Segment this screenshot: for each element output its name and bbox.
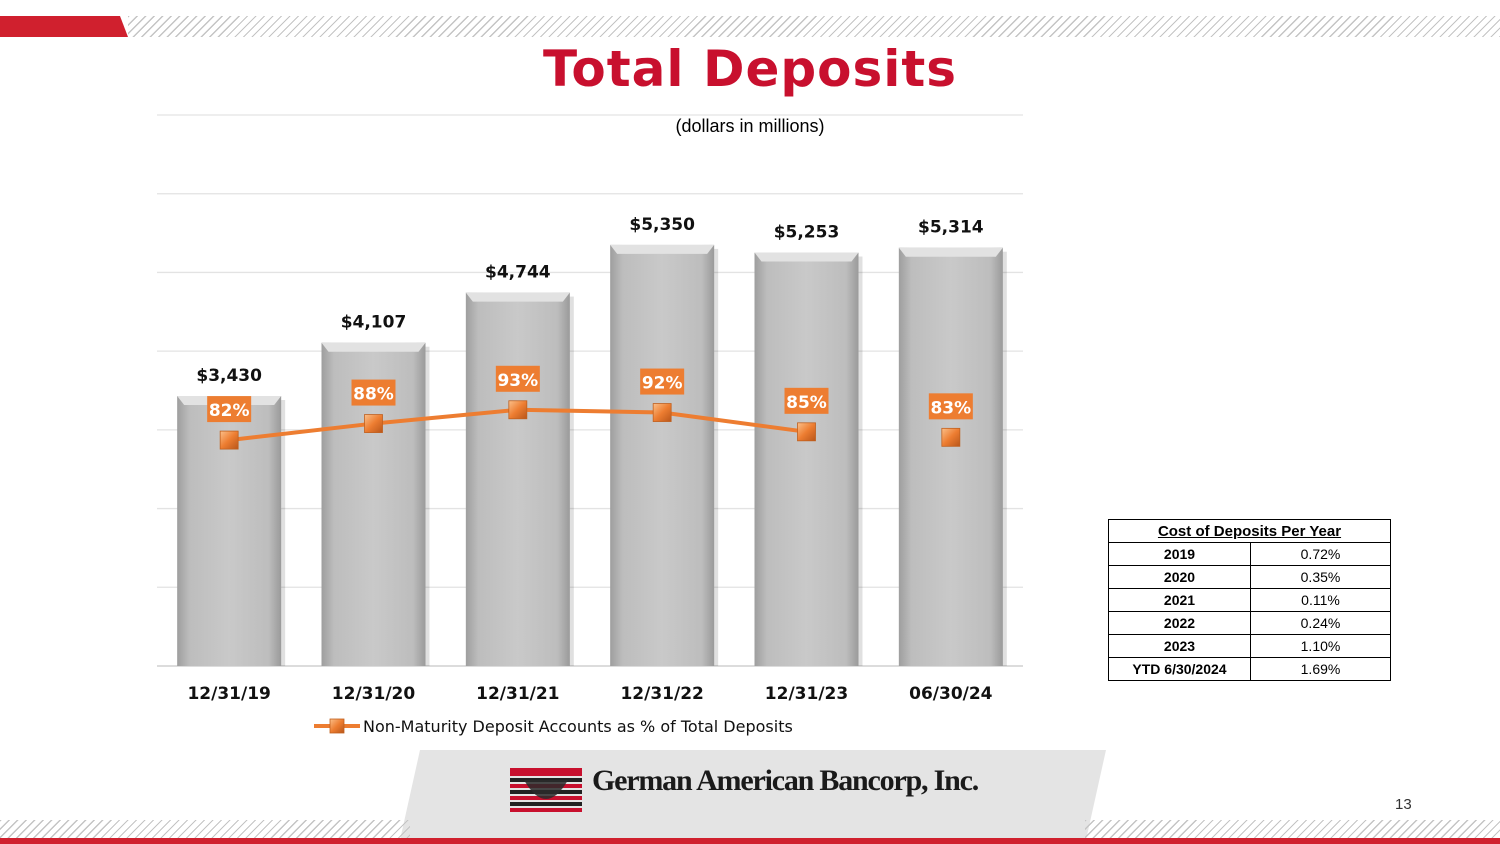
bar bbox=[754, 252, 859, 666]
line-marker bbox=[941, 427, 961, 447]
line-marker bbox=[219, 430, 239, 450]
table-value: 1.69% bbox=[1250, 657, 1391, 681]
x-tick-label: 12/31/19 bbox=[187, 684, 270, 704]
bottom-hatch-band-right bbox=[1085, 820, 1500, 838]
bar bbox=[898, 247, 1003, 666]
bar-value-label: $4,744 bbox=[485, 263, 551, 283]
bar-value-label: $5,253 bbox=[774, 223, 840, 243]
chart-legend: Non-Maturity Deposit Accounts as % of To… bbox=[314, 717, 793, 736]
bar-value-label: $5,350 bbox=[629, 215, 695, 235]
legend-marker-swatch bbox=[329, 718, 345, 734]
table-year: 2022 bbox=[1108, 611, 1251, 635]
logo-band bbox=[400, 750, 1106, 840]
bar-bevel bbox=[465, 292, 570, 302]
deposits-chart: 82% 88% 93% 92% 85% 83% $3,430 12/31/19 $4,107 1… bbox=[157, 114, 1023, 736]
x-tick-label: 12/31/21 bbox=[476, 684, 559, 704]
line-marker bbox=[652, 403, 672, 422]
table-row: 2019 0.72% bbox=[1108, 542, 1391, 566]
legend-label: Non-Maturity Deposit Accounts as % of To… bbox=[363, 717, 793, 736]
line-value-label: 88% bbox=[353, 385, 394, 405]
line-label-box bbox=[640, 368, 685, 395]
line-label-box bbox=[351, 379, 396, 406]
company-logo-icon bbox=[510, 768, 582, 812]
cost-of-deposits-table: Cost of Deposits Per Year 2019 0.72% 2020… bbox=[1108, 519, 1391, 681]
table-value: 1.10% bbox=[1250, 634, 1391, 658]
table-row: YTD 6/30/2024 1.69% bbox=[1108, 657, 1391, 681]
top-hatch-band bbox=[128, 16, 1500, 37]
x-tick-label: 12/31/23 bbox=[765, 684, 848, 704]
table-year: 2021 bbox=[1108, 588, 1251, 612]
table-row: 2021 0.11% bbox=[1108, 588, 1391, 612]
table-row: 2023 1.10% bbox=[1108, 634, 1391, 658]
page-title: Total Deposits bbox=[542, 40, 958, 98]
line-value-label: 93% bbox=[497, 371, 538, 391]
bar-bevel bbox=[610, 244, 715, 254]
line-label-box bbox=[928, 393, 973, 420]
top-red-accent bbox=[0, 16, 128, 37]
bottom-red-accent bbox=[0, 838, 1500, 844]
line-value-label: 92% bbox=[642, 374, 683, 394]
page-subtitle: (dollars in millions) bbox=[675, 116, 825, 136]
line-marker bbox=[797, 422, 816, 442]
table-value: 0.11% bbox=[1250, 588, 1391, 612]
bar-value-label: $4,107 bbox=[341, 313, 407, 333]
table-value: 0.24% bbox=[1250, 611, 1391, 635]
table-row: 2022 0.24% bbox=[1108, 611, 1391, 635]
table-year: 2023 bbox=[1108, 634, 1251, 658]
bar bbox=[610, 244, 715, 666]
bar-value-label: $3,430 bbox=[196, 366, 262, 386]
x-tick-label: 06/30/24 bbox=[909, 684, 993, 704]
bar-bevel bbox=[321, 342, 426, 352]
line-label-box bbox=[495, 365, 540, 392]
bar-bevel bbox=[754, 252, 859, 262]
bottom-hatch-band-left bbox=[0, 820, 410, 838]
table-year: YTD 6/30/2024 bbox=[1108, 657, 1251, 681]
table-header: Cost of Deposits Per Year bbox=[1108, 519, 1391, 543]
x-tick-label: 12/31/22 bbox=[620, 684, 703, 704]
table-value: 0.35% bbox=[1250, 565, 1391, 589]
line-marker bbox=[508, 400, 528, 420]
line-marker bbox=[364, 414, 383, 433]
table-row: 2020 0.35% bbox=[1108, 565, 1391, 589]
bar bbox=[465, 292, 570, 666]
line-value-label: 83% bbox=[930, 398, 971, 418]
line-value-label: 82% bbox=[209, 401, 250, 421]
table-year: 2020 bbox=[1108, 565, 1251, 589]
company-name: German American Bancorp, Inc. bbox=[592, 764, 979, 797]
table-value: 0.72% bbox=[1250, 542, 1391, 566]
line-label-box bbox=[207, 396, 252, 423]
line-value-label: 85% bbox=[786, 393, 827, 413]
page-number: 13 bbox=[1395, 796, 1412, 813]
bar-bevel bbox=[898, 247, 1003, 257]
table-year: 2019 bbox=[1108, 542, 1251, 566]
line-label-box bbox=[784, 387, 829, 414]
x-tick-label: 12/31/20 bbox=[332, 684, 416, 704]
bar-value-label: $5,314 bbox=[918, 218, 984, 238]
